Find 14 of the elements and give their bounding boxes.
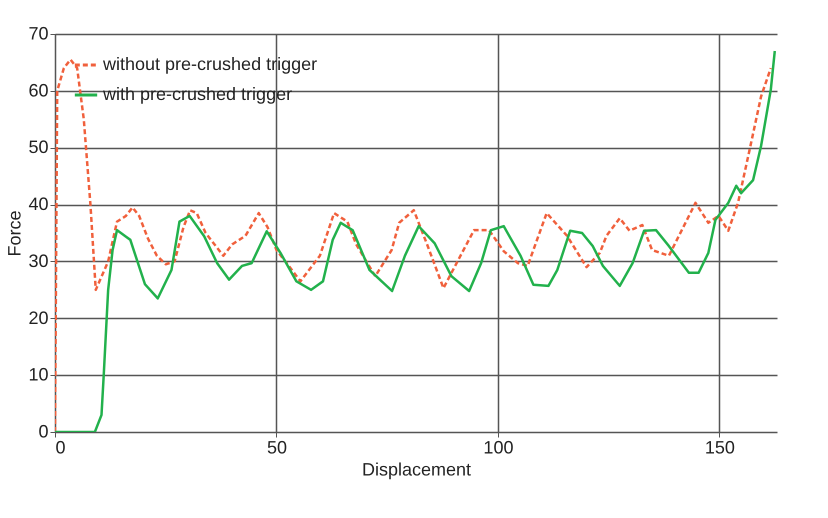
x-axis-title: Displacement — [362, 460, 472, 480]
y-tick-label: 40 — [28, 194, 48, 214]
y-tick-label: 70 — [28, 24, 48, 44]
y-tick-label: 20 — [28, 308, 48, 328]
x-tick-label: 150 — [704, 438, 735, 458]
y-tick-label: 0 — [38, 422, 48, 442]
y-axis-title: Force — [4, 210, 24, 257]
y-tick-label: 10 — [28, 364, 48, 385]
x-tick-label: 50 — [266, 438, 287, 458]
y-tick-label: 60 — [28, 80, 48, 100]
x-tick-label: 0 — [56, 438, 66, 458]
y-tick-label: 50 — [28, 137, 48, 158]
y-tick-label: 30 — [28, 250, 48, 271]
x-tick-label: 100 — [483, 438, 514, 458]
